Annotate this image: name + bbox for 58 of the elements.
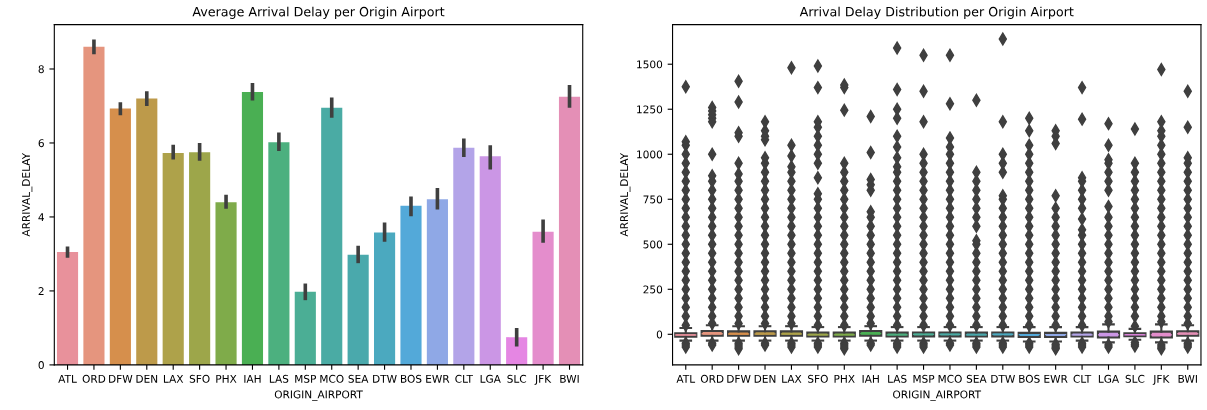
x-tick-label: IAH (244, 374, 261, 383)
y-tick-label: 1000 (637, 150, 663, 159)
x-tick-label: DTW (373, 374, 397, 383)
x-tick-label: PHX (834, 374, 855, 383)
x-tick-label: SFO (808, 374, 828, 383)
x-tick-label: ATL (676, 374, 696, 383)
x-tick-label: CLT (1073, 374, 1092, 383)
y-tick-label: 1250 (637, 105, 663, 114)
x-tick-label: PHX (216, 374, 237, 383)
x-tick-label: EWR (426, 374, 450, 383)
x-tick-label: LGA (480, 374, 501, 383)
x-tick-label: SLC (507, 374, 527, 383)
x-tick-label: LAX (782, 374, 802, 383)
y-tick-label: 2 (38, 287, 44, 295)
x-tick-label: JFK (534, 374, 552, 385)
x-tick-label: ATL (58, 374, 77, 383)
x-tick-label: MCO (938, 374, 962, 383)
x-tick-label: SEA (966, 374, 987, 383)
x-axis-title: ORIGIN_AIRPORT (893, 390, 982, 401)
y-tick-label: 0 (38, 361, 44, 370)
y-tick-label: 8 (38, 65, 44, 74)
y-tick-label: 1500 (637, 60, 663, 69)
x-tick-label: SFO (189, 374, 210, 383)
x-tick-label: MSP (913, 374, 935, 383)
y-axis-title: ARRIVAL_DELAY (620, 152, 631, 237)
x-tick-label: DEN (754, 374, 776, 383)
x-tick-label: EWR (1044, 374, 1068, 383)
x-axis-title: ORIGIN_AIRPORT (274, 390, 363, 401)
x-tick-label: DEN (136, 374, 158, 383)
y-tick-label: 750 (643, 195, 663, 204)
x-tick-label: BOS (1019, 374, 1040, 383)
x-tick-label: IAH (862, 374, 879, 383)
x-tick-label: CLT (455, 374, 473, 383)
x-tick-label: ORD (82, 374, 106, 383)
x-tick-label: SEA (348, 374, 369, 383)
x-tick-label: DTW (991, 374, 1015, 383)
x-tick-label: JFK (1152, 374, 1170, 385)
y-tick-label: 250 (643, 285, 663, 294)
chart-title: Average Arrival Delay per Origin Airport (192, 6, 445, 19)
y-tick-label: 500 (643, 240, 663, 249)
y-axis-title: ARRIVAL_DELAY (22, 152, 33, 237)
x-tick-label: LGA (1098, 374, 1120, 383)
x-tick-label: BWI (1178, 374, 1197, 383)
x-tick-label: DFW (109, 374, 133, 383)
y-tick-label: 4 (38, 213, 44, 221)
x-tick-label: ORD (700, 374, 724, 383)
x-tick-label: BOS (400, 374, 422, 383)
x-tick-label: LAS (269, 374, 289, 383)
x-tick-label: BWI (560, 374, 579, 383)
x-tick-label: MCO (320, 374, 344, 383)
x-tick-label: DFW (727, 374, 751, 383)
chart-title: Arrival Delay Distribution per Origin Airport (799, 6, 1074, 19)
x-tick-label: MSP (295, 374, 317, 383)
x-tick-label: LAX (163, 374, 184, 383)
x-tick-label: LAS (888, 374, 907, 383)
y-tick-label: 6 (38, 139, 44, 148)
y-tick-label: 0 (656, 330, 663, 339)
x-tick-label: SLC (1125, 374, 1145, 383)
